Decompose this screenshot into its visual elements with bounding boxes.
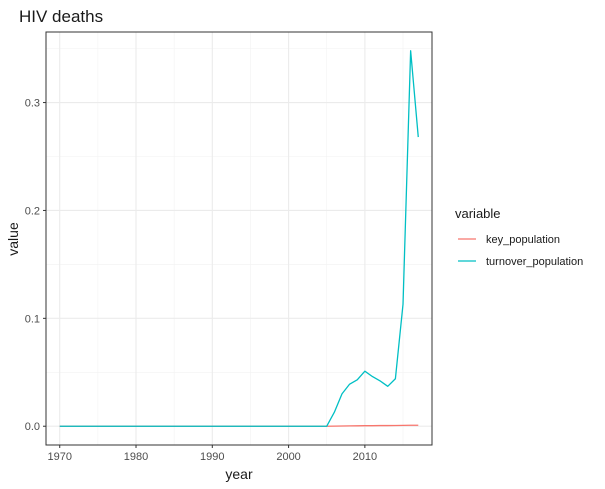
x-tick-label: 1970	[47, 451, 71, 463]
y-tick-label: 0.2	[25, 205, 40, 217]
grid-major	[46, 32, 432, 445]
series-line-turnover-population	[59, 50, 419, 427]
y-tick-label: 0.3	[25, 98, 40, 110]
plot-panel-background	[46, 32, 432, 445]
x-axis-title: year	[225, 466, 253, 482]
x-axis: 1970 1980 1990 2000 2010	[47, 445, 377, 463]
legend-label-turnover-population: turnover_population	[486, 256, 583, 268]
x-tick-label: 2010	[353, 451, 377, 463]
grid-minor	[46, 32, 432, 445]
y-tick-label: 0.1	[25, 313, 40, 325]
x-tick-label: 1980	[124, 451, 148, 463]
plot-panel-border	[45, 31, 433, 446]
legend-label-key-population: key_population	[486, 234, 560, 246]
chart-title: HIV deaths	[19, 7, 103, 26]
x-tick-label: 1990	[200, 451, 224, 463]
x-tick-label: 2000	[276, 451, 300, 463]
y-tick-label: 0.0	[25, 421, 40, 433]
legend-items: key_population turnover_population	[458, 234, 583, 268]
series-lines	[59, 50, 419, 427]
y-axis-title: value	[5, 222, 21, 256]
legend: variable key_population turnover_populati…	[455, 206, 583, 268]
legend-title: variable	[455, 206, 501, 221]
y-axis: 0.0 0.1 0.2 0.3	[25, 98, 46, 433]
